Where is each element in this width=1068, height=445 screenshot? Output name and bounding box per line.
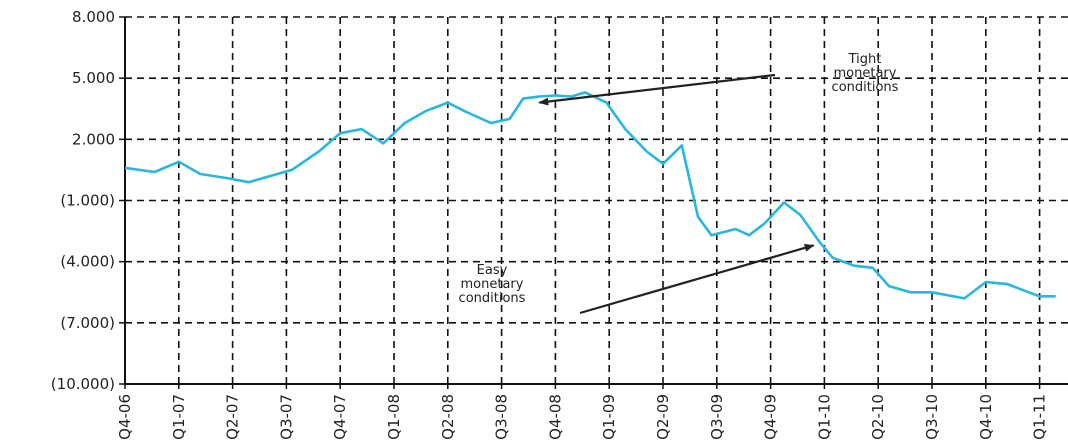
x-tick-label: Q3-07 [277,394,295,440]
annotations: TightmonetaryconditionsEasymonetarycondi… [459,52,899,315]
annotation-text: monetary [461,277,524,292]
annotation-text: monetary [834,66,897,81]
y-tick-label: 8.000 [72,8,115,26]
annotation-arrow [579,244,815,315]
x-tick-label: Q3-10 [923,394,941,440]
x-tick-label: Q3-08 [493,394,511,440]
x-tick-label: Q4-10 [977,394,995,440]
y-tick-label: (7.000) [60,314,115,332]
y-tick-labels: 8.000 5.000 2.000 (1.000) (4.000) (7.000) (10.… [51,8,115,393]
y-tick-label: 5.000 [72,69,115,87]
y-tick-label: (1.000) [60,192,115,210]
x-tick-label: Q1-07 [170,394,188,440]
y-tick-label: 2.000 [72,130,115,148]
x-tick-label: Q2-07 [224,394,242,440]
x-tick-label: Q4-09 [762,394,780,440]
series-line [124,91,1056,300]
x-tick-label: Q1-11 [1031,394,1049,440]
x-tick-label: Q2-10 [869,394,887,440]
x-tick-label: Q2-09 [654,394,672,440]
x-tick-label: Q3-09 [708,394,726,440]
y-tick-label: (4.000) [60,253,115,271]
x-tick-labels: Q4-06 Q1-07 Q2-07 Q3-07 Q4-07 Q1-08 Q2-08 Q3-08… [116,394,1049,440]
series [124,91,1056,300]
axes [119,16,1068,389]
annotation-text: Tight [848,52,882,67]
x-tick-label: Q4-07 [331,394,349,440]
annotation-arrow [538,73,776,106]
y-tick-label: (10.000) [51,375,115,393]
annotation-text: conditions [459,291,526,306]
x-tick-label: Q1-10 [815,394,833,440]
x-tick-label: Q1-09 [600,394,618,440]
annotation-text: conditions [832,80,899,95]
x-tick-label: Q2-08 [439,394,457,440]
x-tick-label: Q4-06 [116,394,134,440]
x-tick-label: Q4-08 [546,394,564,440]
x-tick-label: Q1-08 [385,394,403,440]
grid [125,16,1068,384]
annotation-text: Easy [477,263,508,278]
